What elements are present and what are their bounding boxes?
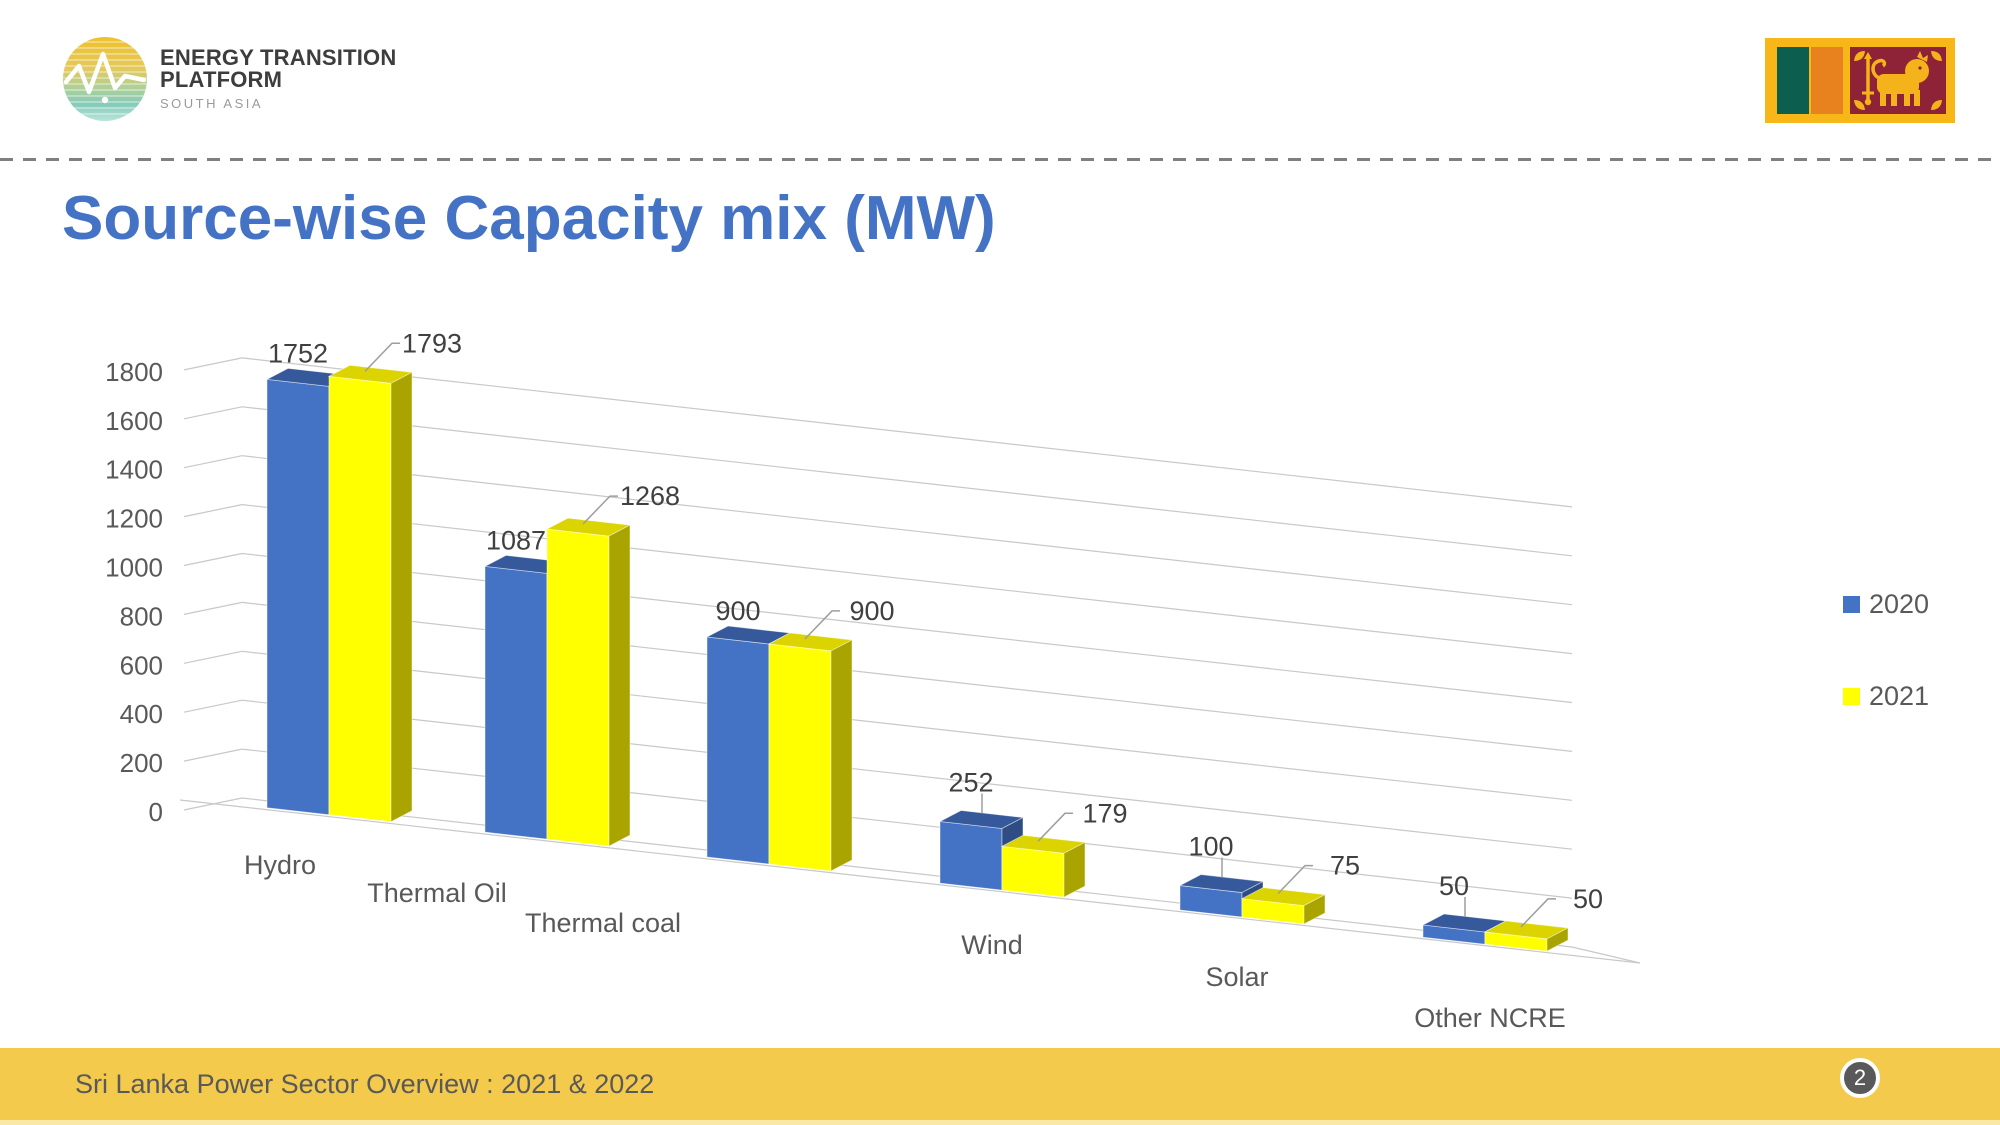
logo-wordmark: ENERGY TRANSITION PLATFORM SOUTH ASIA — [160, 44, 397, 112]
ytick-label-1000: 1000 — [105, 553, 163, 583]
tick-connector-1800 — [183, 357, 243, 371]
bar-2021-Solar-side — [1303, 893, 1326, 925]
ytick-label-800: 800 — [120, 601, 163, 631]
bar-2020-Wind-front — [939, 821, 1003, 891]
category-label-Hydro: Hydro — [244, 850, 316, 880]
leader-2021-Other NCRE — [1520, 898, 1556, 928]
value-label-2021-Thermal coal: 900 — [849, 596, 894, 626]
gridline-1200 — [241, 504, 1573, 655]
ytick-label-200: 200 — [120, 748, 163, 778]
leader-2021-Solar — [1277, 864, 1313, 895]
tick-connector-1600 — [183, 406, 243, 420]
logo-line3: SOUTH ASIA — [160, 96, 264, 112]
value-label-2020-Other NCRE: 50 — [1439, 871, 1469, 901]
logo-line1: ENERGY TRANSITION — [160, 44, 397, 70]
bar-2021-Other NCRE-side — [1546, 927, 1569, 952]
leader-2021-Thermal Oil — [582, 495, 618, 525]
leader-2021-Thermal coal — [804, 610, 840, 640]
bar-2021-Thermal Oil-side — [608, 524, 631, 847]
bar-2021-Wind-side — [1063, 841, 1086, 898]
gridline-0 — [241, 797, 1573, 948]
page-title: Source-wise Capacity mix (MW) — [62, 184, 996, 253]
flag-lion-emblem — [1862, 51, 1929, 106]
sri-lanka-flag-icon — [1765, 38, 1955, 123]
floor-front-edge — [179, 799, 1641, 964]
tick-connector-1400 — [183, 455, 243, 469]
category-label-Wind: Wind — [961, 930, 1023, 960]
ytick-label-1200: 1200 — [105, 504, 163, 534]
category-label-Thermal coal: Thermal coal — [525, 908, 681, 938]
ytick-label-1600: 1600 — [105, 406, 163, 436]
leader-2021-Hydro — [364, 342, 400, 372]
legend-swatch-2021 — [1843, 687, 1860, 705]
gridline-1800 — [241, 357, 1573, 508]
category-label-Other NCRE: Other NCRE — [1414, 1003, 1566, 1033]
leader-2021-Wind — [1037, 812, 1073, 842]
value-label-2021-Solar: 75 — [1330, 851, 1360, 881]
ytick-label-600: 600 — [120, 650, 163, 680]
gridline-200 — [241, 748, 1573, 899]
bar-2021-Thermal coal-side — [830, 639, 853, 872]
gridline-1000 — [241, 552, 1573, 704]
bar-2021-Solar — [1240, 887, 1327, 925]
floor-right-edge — [1571, 946, 1641, 964]
bar-2021-Thermal Oil — [545, 517, 632, 847]
bar-2021-Hydro-front — [328, 375, 392, 823]
bar-2021-Hydro-side — [390, 371, 413, 823]
bar-2021-Thermal coal — [767, 632, 854, 872]
ytick-label-400: 400 — [120, 699, 163, 729]
bar-2021-Hydro — [327, 364, 414, 823]
value-label-2021-Hydro: 1793 — [402, 328, 462, 358]
bar-2020-Thermal Oil-front — [484, 565, 548, 840]
legend-label-2021: 2021 — [1869, 680, 1930, 711]
ytick-label-0: 0 — [149, 797, 163, 827]
value-label-2021-Thermal Oil: 1268 — [620, 481, 680, 511]
category-label-Solar: Solar — [1205, 962, 1268, 992]
gridline-800 — [241, 601, 1573, 752]
value-label-2021-Wind: 179 — [1082, 798, 1127, 828]
energy-transition-platform-logo: ENERGY TRANSITION PLATFORM SOUTH ASIA — [62, 36, 396, 122]
bar-2021-Thermal Oil-front — [546, 528, 610, 847]
tick-connector-1000 — [183, 552, 243, 567]
bar-2021-Wind-front — [1001, 845, 1065, 898]
value-label-2020-Thermal coal: 900 — [715, 596, 760, 626]
value-label-2020-Hydro: 1752 — [268, 338, 328, 368]
bar-2021-Thermal coal-front — [768, 643, 832, 872]
tick-connector-600 — [183, 650, 243, 664]
footer-text: Sri Lanka Power Sector Overview : 2021 &… — [75, 1068, 655, 1099]
ytick-label-1800: 1800 — [105, 357, 163, 387]
logo-pulse-icon — [63, 37, 147, 121]
tick-connector-200 — [183, 748, 243, 762]
value-label-2021-Other NCRE: 50 — [1573, 884, 1603, 914]
ytick-label-1400: 1400 — [105, 455, 163, 485]
category-label-Thermal Oil: Thermal Oil — [367, 878, 507, 908]
bar-2021-Wind — [1000, 834, 1087, 898]
tick-connector-1200 — [183, 504, 243, 518]
gridline-400 — [241, 699, 1573, 850]
footer-bottom-strip — [0, 1120, 2000, 1125]
logo-line2: PLATFORM — [160, 67, 283, 92]
legend-item-2020: 2020 — [1843, 588, 1929, 620]
dashed-divider — [0, 158, 2000, 161]
legend-item-2021: 2021 — [1843, 680, 1929, 712]
gridline-1400 — [241, 455, 1573, 606]
footer-bar: Sri Lanka Power Sector Overview : 2021 &… — [0, 1048, 2000, 1120]
chart-legend: 2020 2021 — [1843, 588, 1929, 712]
bar-2021-Other NCRE — [1483, 920, 1570, 952]
bar-2020-Thermal coal-front — [706, 636, 770, 865]
value-label-2020-Thermal Oil: 1087 — [486, 525, 546, 555]
legend-swatch-2020 — [1843, 595, 1860, 613]
gridline-1600 — [241, 406, 1573, 557]
tick-connector-800 — [183, 601, 243, 615]
page-number-badge: 2 — [1840, 1058, 1880, 1098]
tick-connector-400 — [183, 699, 243, 713]
value-label-2020-Wind: 252 — [948, 768, 993, 798]
gridline-600 — [241, 650, 1573, 801]
legend-label-2020: 2020 — [1869, 588, 1930, 619]
bar-2020-Hydro-front — [266, 378, 330, 816]
value-label-2020-Solar: 100 — [1188, 832, 1233, 862]
